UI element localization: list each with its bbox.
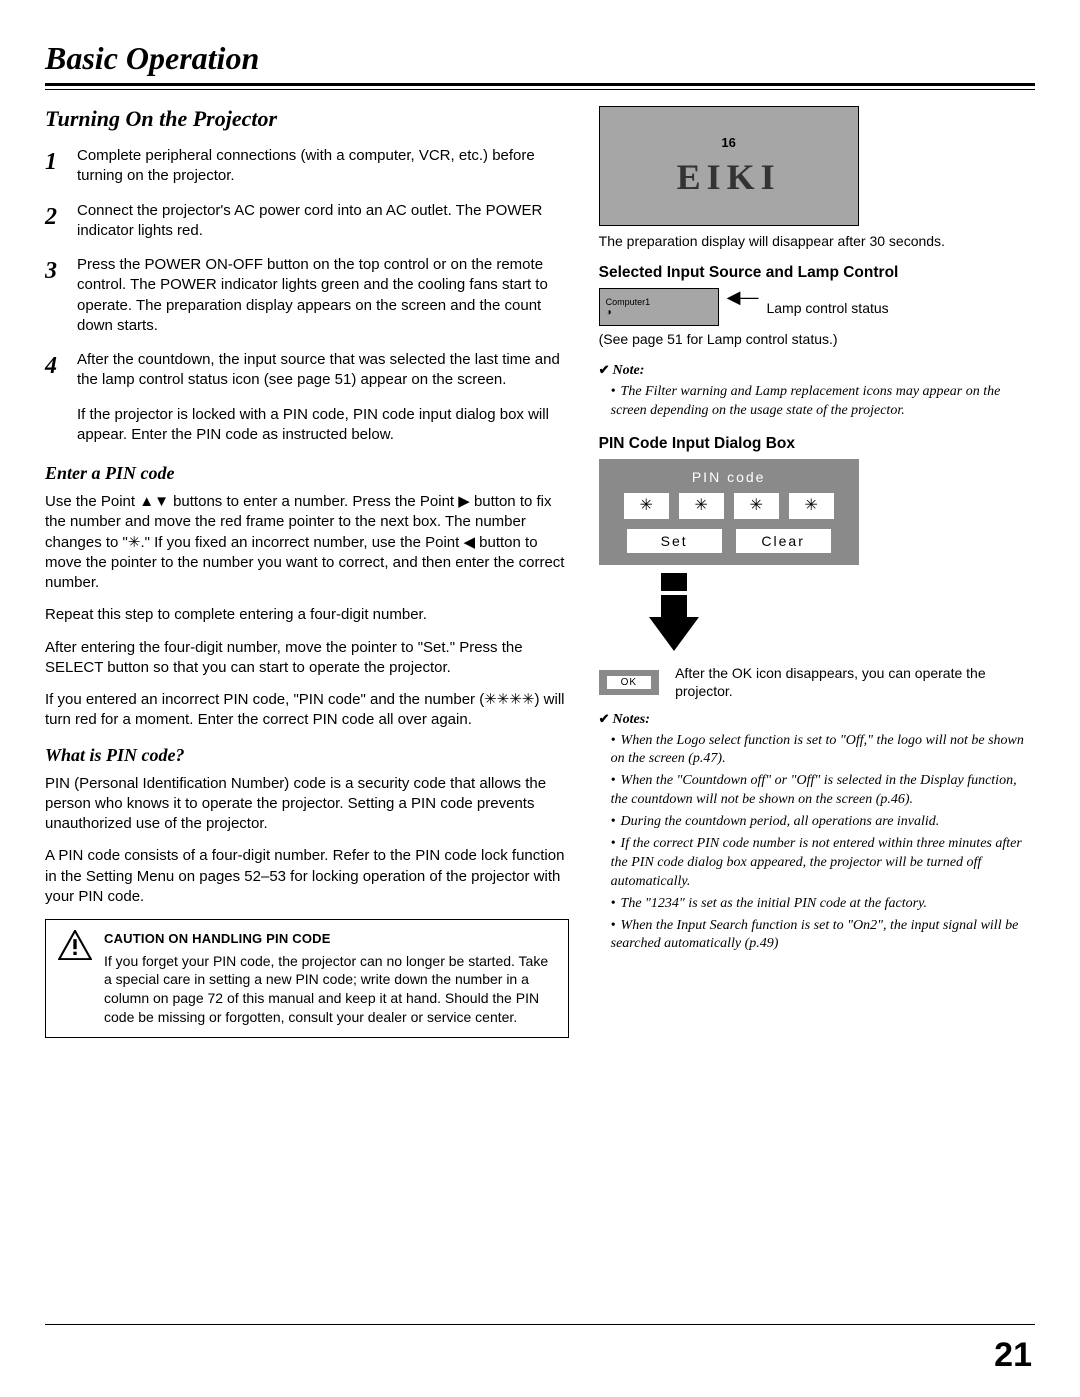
ok-icon-box: OK bbox=[599, 670, 659, 695]
step-text: Press the POWER ON-OFF button on the top… bbox=[77, 255, 569, 336]
step: 2 Connect the projector's AC power cord … bbox=[45, 201, 569, 242]
page-title: Basic Operation bbox=[45, 40, 1035, 86]
caution-text: If you forget your PIN code, the project… bbox=[104, 952, 556, 1028]
notes-label: Notes: bbox=[599, 711, 1035, 728]
caution-box: CAUTION ON HANDLING PIN CODE If you forg… bbox=[45, 919, 569, 1038]
notes-list: When the Logo select function is set to … bbox=[599, 732, 1035, 955]
countdown-number: 16 bbox=[721, 135, 735, 150]
note-item: When the "Countdown off" or "Off" is sel… bbox=[611, 772, 1035, 810]
note-list: The Filter warning and Lamp replacement … bbox=[599, 383, 1035, 421]
see-page-caption: (See page 51 for Lamp control status.) bbox=[599, 330, 1035, 348]
body-text: Use the Point ▲▼ buttons to enter a numb… bbox=[45, 492, 569, 593]
ok-row: OK After the OK icon disappears, you can… bbox=[599, 664, 1035, 700]
pin-buttons-row: Set Clear bbox=[611, 529, 847, 553]
what-pin-heading: What is PIN code? bbox=[45, 745, 569, 766]
step: 3 Press the POWER ON-OFF button on the t… bbox=[45, 255, 569, 336]
step-subtext: If the projector is locked with a PIN co… bbox=[77, 405, 569, 446]
step: 4 After the countdown, the input source … bbox=[45, 350, 569, 391]
prep-caption: The preparation display will disappear a… bbox=[599, 232, 1035, 250]
pin-digit-cell: ✳ bbox=[679, 493, 724, 519]
preparation-display: 16 EIKI bbox=[599, 106, 859, 226]
pin-dialog-title: PIN code bbox=[611, 469, 847, 485]
pin-digit-cell: ✳ bbox=[624, 493, 669, 519]
note-item: When the Logo select function is set to … bbox=[611, 732, 1035, 770]
note-item: When the Input Search function is set to… bbox=[611, 917, 1035, 955]
steps-list: 1 Complete peripheral connections (with … bbox=[45, 146, 569, 445]
body-text: After entering the four-digit number, mo… bbox=[45, 638, 569, 679]
note-item: If the correct PIN code number is not en… bbox=[611, 835, 1035, 892]
caution-title: CAUTION ON HANDLING PIN CODE bbox=[104, 930, 556, 948]
input-source-row: Computer1 ◑ ◀— Lamp control status bbox=[599, 288, 1035, 326]
content-columns: Turning On the Projector 1 Complete peri… bbox=[45, 106, 1035, 1038]
step-text: After the countdown, the input source th… bbox=[77, 350, 569, 391]
footer-rule bbox=[45, 1324, 1035, 1325]
right-column: 16 EIKI The preparation display will dis… bbox=[599, 106, 1035, 1038]
enter-pin-heading: Enter a PIN code bbox=[45, 463, 569, 484]
pin-code-dialog: PIN code ✳ ✳ ✳ ✳ Set Clear bbox=[599, 459, 859, 565]
clear-button: Clear bbox=[736, 529, 831, 553]
pin-digit-cell: ✳ bbox=[789, 493, 834, 519]
body-text: PIN (Personal Identification Number) cod… bbox=[45, 774, 569, 835]
page-number: 21 bbox=[994, 1336, 1032, 1375]
eiki-logo: EIKI bbox=[677, 156, 781, 198]
step-number: 3 bbox=[45, 255, 67, 336]
body-text: Repeat this step to complete entering a … bbox=[45, 605, 569, 625]
pin-digit-cell: ✳ bbox=[734, 493, 779, 519]
step-number: 4 bbox=[45, 350, 67, 391]
note-item: The "1234" is set as the initial PIN cod… bbox=[611, 895, 1035, 914]
step: 1 Complete peripheral connections (with … bbox=[45, 146, 569, 187]
pin-digits-row: ✳ ✳ ✳ ✳ bbox=[611, 493, 847, 519]
set-button: Set bbox=[627, 529, 722, 553]
body-text: A PIN code consists of a four-digit numb… bbox=[45, 846, 569, 907]
note-item: The Filter warning and Lamp replacement … bbox=[611, 383, 1035, 421]
lamp-icon: ◑ bbox=[606, 307, 712, 318]
caution-body: CAUTION ON HANDLING PIN CODE If you forg… bbox=[104, 930, 556, 1027]
warning-icon bbox=[58, 930, 92, 1027]
step-number: 1 bbox=[45, 146, 67, 187]
arrow-left-icon: ◀— bbox=[727, 288, 759, 306]
input-source-heading: Selected Input Source and Lamp Control bbox=[599, 264, 1035, 282]
body-text: If you entered an incorrect PIN code, "P… bbox=[45, 690, 569, 731]
note-label: Note: bbox=[599, 362, 1035, 379]
step-text: Connect the projector's AC power cord in… bbox=[77, 201, 569, 242]
lamp-status-label: Lamp control status bbox=[766, 300, 888, 316]
ok-caption: After the OK icon disappears, you can op… bbox=[675, 664, 1035, 700]
down-arrow-icon bbox=[639, 573, 1035, 658]
note-item: During the countdown period, all operati… bbox=[611, 813, 1035, 832]
pin-dialog-heading: PIN Code Input Dialog Box bbox=[599, 435, 1035, 453]
input-source-box: Computer1 ◑ bbox=[599, 288, 719, 326]
step-text: Complete peripheral connections (with a … bbox=[77, 146, 569, 187]
step-number: 2 bbox=[45, 201, 67, 242]
section-heading: Turning On the Projector bbox=[45, 106, 569, 132]
input-source-label: Computer1 bbox=[606, 297, 712, 307]
left-column: Turning On the Projector 1 Complete peri… bbox=[45, 106, 569, 1038]
ok-label: OK bbox=[607, 676, 651, 689]
